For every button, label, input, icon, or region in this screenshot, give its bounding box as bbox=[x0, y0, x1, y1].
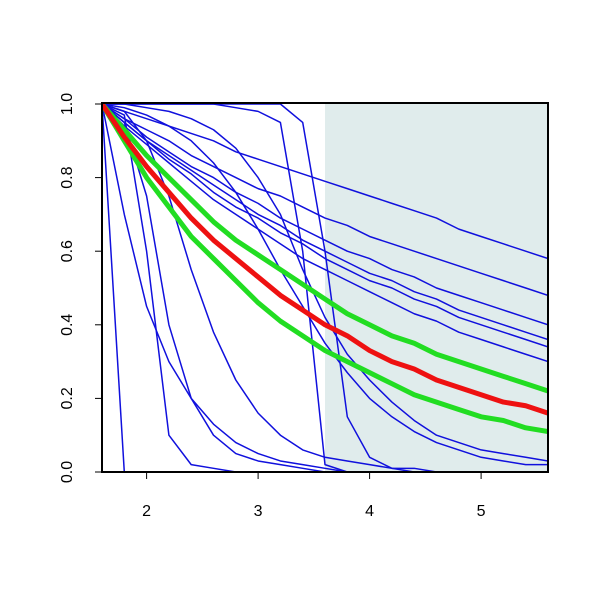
series-line bbox=[102, 102, 548, 394]
plot-area bbox=[102, 102, 548, 472]
y-tick-label: 0.6 bbox=[59, 240, 76, 262]
y-tick-label: 1.0 bbox=[59, 93, 76, 115]
series-line bbox=[102, 103, 548, 472]
series-line bbox=[102, 103, 548, 326]
series-line bbox=[102, 103, 548, 462]
x-tick-label: 3 bbox=[254, 503, 263, 520]
series-line bbox=[102, 103, 548, 363]
series-line bbox=[102, 103, 548, 297]
y-tick-label: 0.8 bbox=[59, 166, 76, 188]
series-line bbox=[102, 103, 548, 466]
series-line bbox=[102, 103, 548, 472]
y-tick-label: 0.2 bbox=[59, 387, 76, 409]
series-line bbox=[102, 102, 548, 435]
x-tick-label: 2 bbox=[142, 503, 151, 520]
series-line bbox=[102, 103, 548, 348]
plot-frame bbox=[101, 102, 549, 473]
series-line bbox=[102, 103, 548, 260]
x-tick-label: 4 bbox=[365, 503, 374, 520]
x-tick-label: 5 bbox=[477, 503, 486, 520]
y-tick-label: 0.4 bbox=[59, 314, 76, 336]
y-tick-label: 0.0 bbox=[59, 461, 76, 483]
series-line bbox=[102, 103, 548, 472]
series-line bbox=[102, 102, 548, 416]
